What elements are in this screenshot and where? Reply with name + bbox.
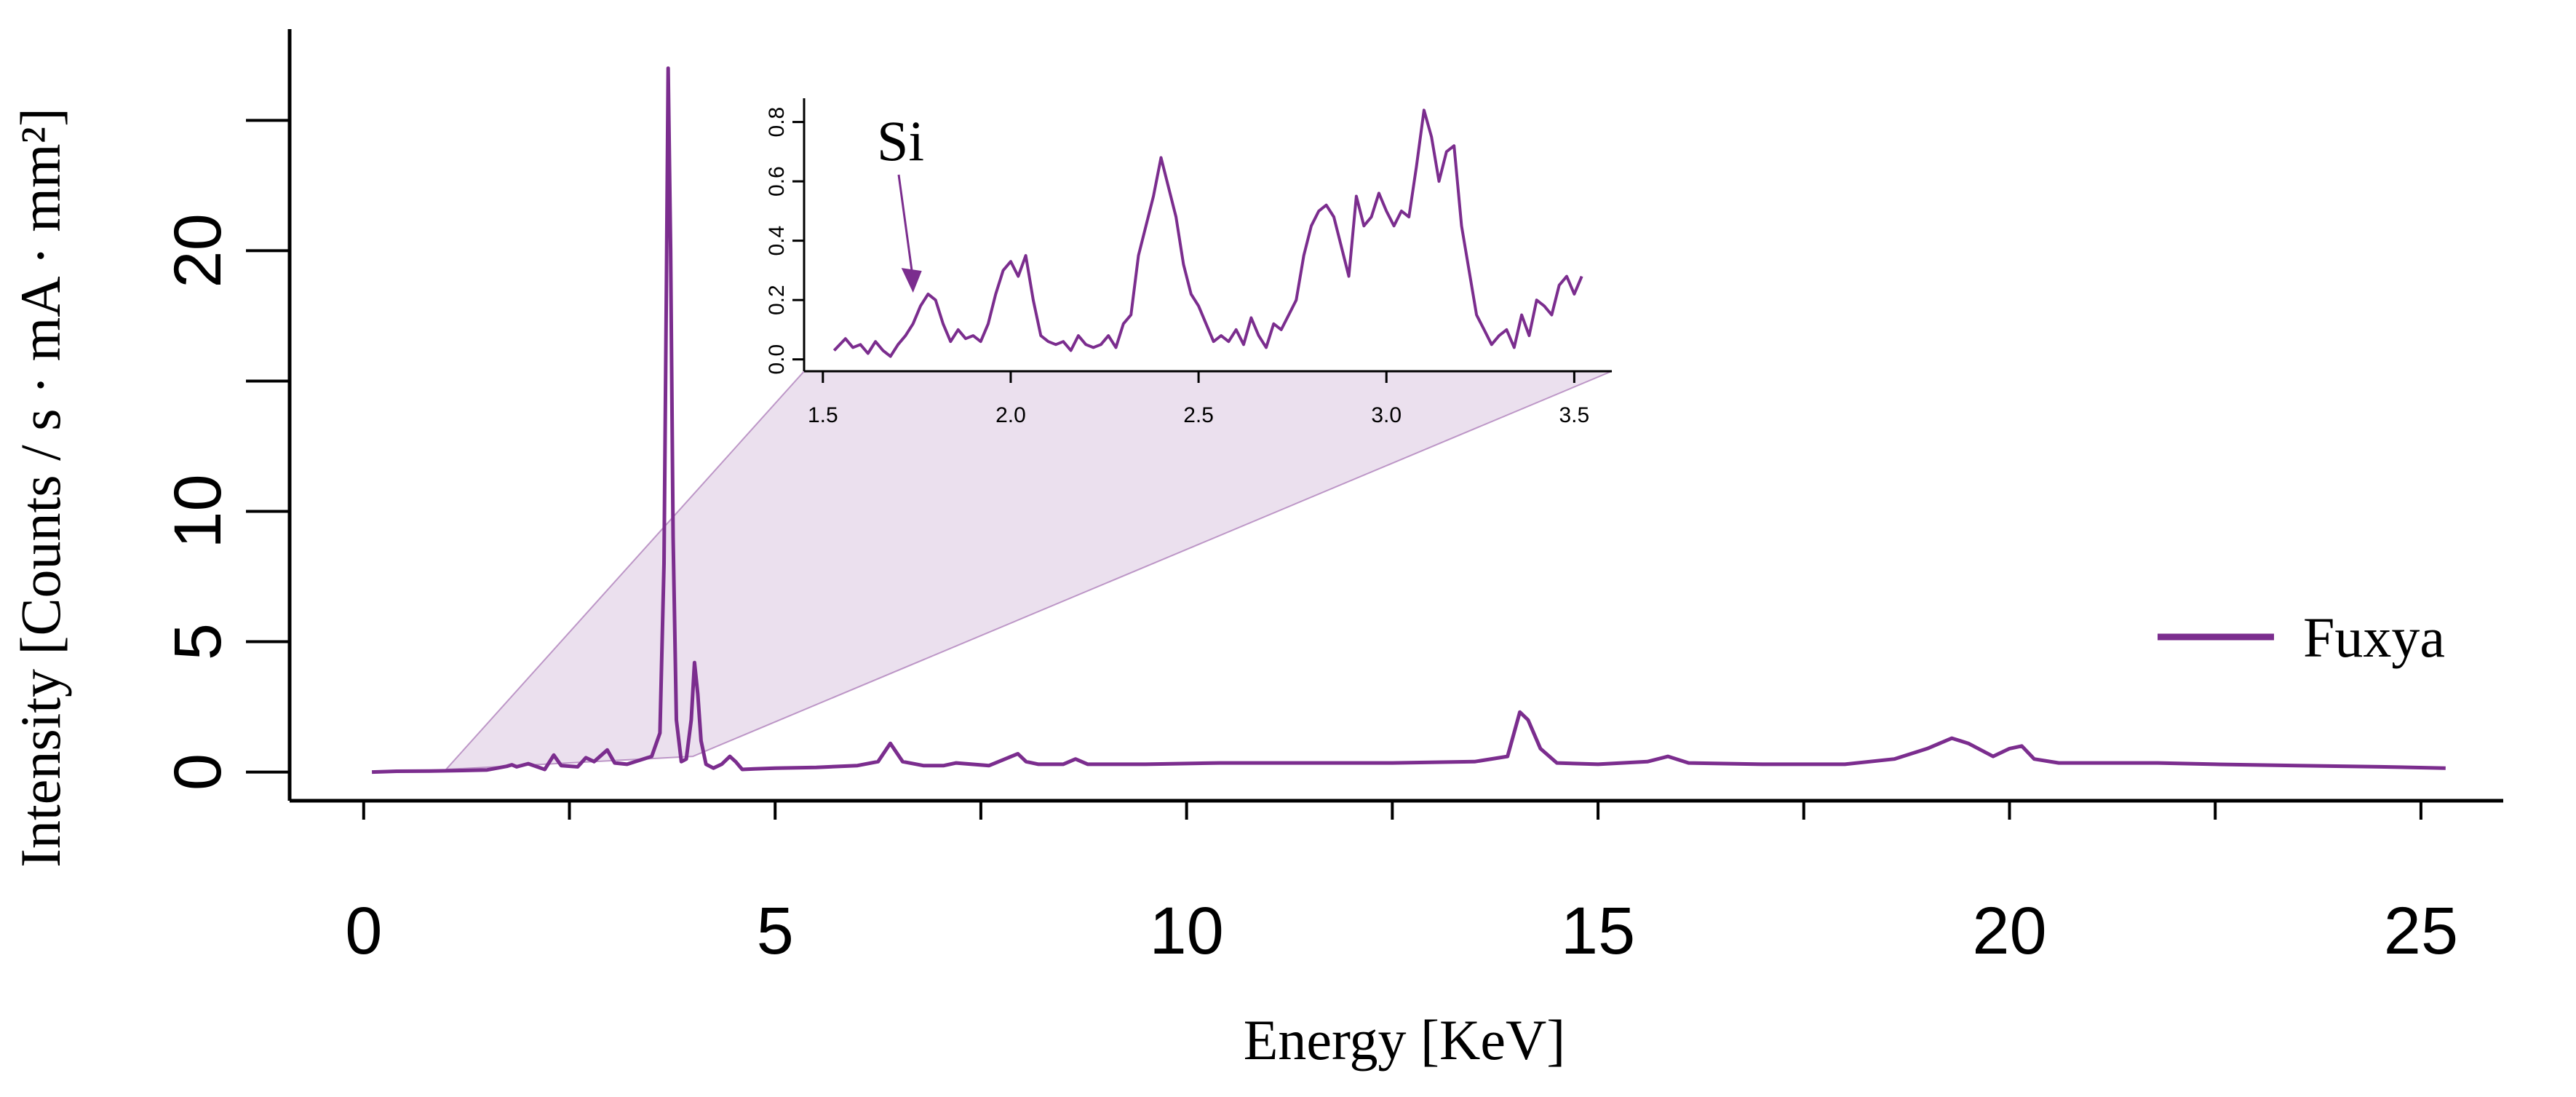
main-ticks: 0 5 10 15 20 25 0 5 10 20 <box>161 119 2458 968</box>
y-tick-label: 0 <box>161 753 235 791</box>
main-axes <box>287 29 2503 803</box>
x-tick-label: 20 <box>1972 894 2046 968</box>
x-tick-label: 25 <box>2384 894 2458 968</box>
x-tick-label: 15 <box>1561 894 1635 968</box>
x-tick-label: 10 <box>1149 894 1223 968</box>
x-tick-label: 5 <box>757 894 794 968</box>
annotation-si-arrow <box>897 174 915 280</box>
inset-x-tick-label: 1.5 <box>808 403 838 427</box>
y-tick-label: 5 <box>161 623 235 660</box>
y-axis-title: Intensity [Counts / s · mA · mm²] <box>9 108 72 868</box>
annotation-si-label: Si <box>877 109 924 173</box>
series-line-fuxya <box>372 66 2446 775</box>
inset-axes <box>803 98 1612 373</box>
inset-x-tick-label: 2.0 <box>995 403 1026 427</box>
inset-series-line-fuxya <box>832 108 1583 358</box>
y-tick-label: 20 <box>161 213 235 288</box>
annotation-si-arrowhead <box>901 268 922 293</box>
inset-y-tick-label: 0.8 <box>765 107 789 138</box>
y-tick-label: 10 <box>161 474 235 548</box>
inset-y-tick-label: 0.0 <box>765 344 789 375</box>
x-tick-label: 0 <box>345 894 382 968</box>
inset-x-tick-label: 3.5 <box>1559 403 1590 427</box>
inset-x-tick-label: 3.0 <box>1371 403 1402 427</box>
inset-y-tick-label: 0.6 <box>765 166 789 197</box>
inset-x-tick-label: 2.5 <box>1183 403 1214 427</box>
inset-y-tick-label: 0.4 <box>765 226 789 256</box>
legend-label-fuxya: Fuxya <box>2303 606 2445 669</box>
x-axis-title: Energy [KeV] <box>1244 1008 1566 1072</box>
inset-ticks: 1.5 2.0 2.5 3.0 3.5 0.0 0.2 0.4 0.6 0.8 <box>765 107 1589 427</box>
inset-y-tick-label: 0.2 <box>765 285 789 315</box>
zoom-region-shading <box>444 371 1613 771</box>
